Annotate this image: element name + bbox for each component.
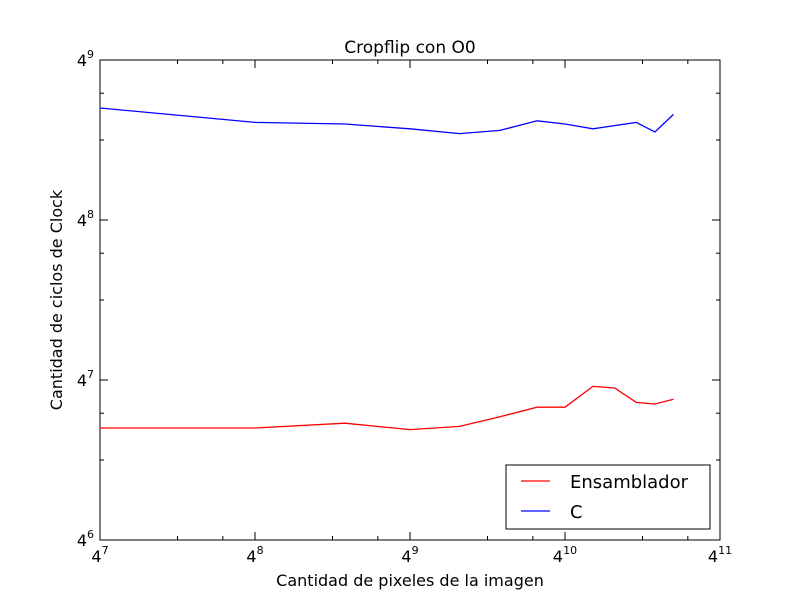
chart-title: Cropflip con O0	[344, 38, 475, 58]
y-tick-label: 48	[77, 208, 94, 230]
x-tick-label: 410	[553, 544, 577, 566]
y-tick-label: 46	[77, 528, 94, 550]
y-axis-label: Cantidad de ciclos de Clock	[47, 189, 66, 410]
x-tick-label: 48	[246, 544, 263, 566]
y-tick-label: 49	[77, 48, 94, 70]
x-tick-label: 49	[401, 544, 418, 566]
y-tick-label: 47	[77, 368, 94, 390]
x-tick-label: 411	[708, 544, 732, 566]
legend-box	[505, 464, 711, 530]
legend-label-c: C	[570, 502, 583, 523]
x-axis: 47 48 49 410 411	[91, 60, 732, 566]
x-tick-label: 47	[91, 544, 108, 566]
legend: Ensamblador C	[505, 464, 711, 530]
y-axis: 46 47 48 49	[77, 48, 720, 550]
legend-label-ensamblador: Ensamblador	[570, 472, 689, 493]
series-layer	[99, 107, 674, 431]
series-line-ensamblador	[100, 385, 674, 431]
x-axis-label: Cantidad de pixeles de la imagen	[276, 571, 544, 590]
series-line-c	[99, 107, 674, 135]
